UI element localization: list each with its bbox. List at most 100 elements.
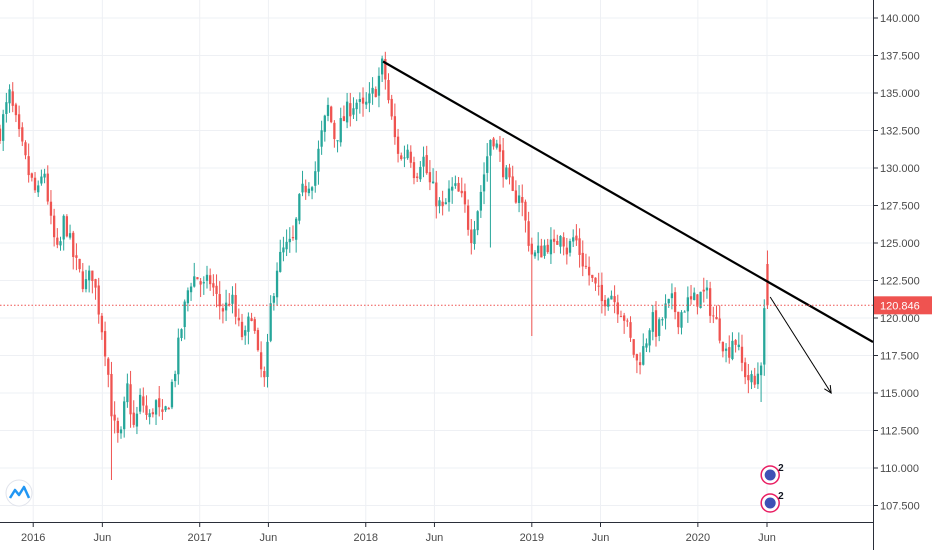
- candle: [486, 143, 489, 182]
- x-tick-label: 2020: [686, 532, 710, 544]
- candle-body: [11, 91, 14, 106]
- candle-body: [138, 394, 142, 412]
- candle-body: [282, 247, 285, 253]
- candle-body: [365, 101, 368, 105]
- candle: [0, 124, 2, 144]
- candle: [81, 263, 84, 293]
- candle: [380, 55, 384, 83]
- candle: [374, 86, 377, 98]
- candle: [623, 312, 626, 334]
- candle-body: [514, 190, 518, 203]
- candle: [384, 51, 387, 90]
- dividend-event-icon[interactable]: 2: [760, 463, 784, 485]
- candle: [705, 280, 709, 299]
- candle-body: [406, 149, 409, 159]
- candle: [202, 276, 205, 295]
- candle-body: [123, 401, 126, 430]
- candle-body: [253, 319, 256, 331]
- candle-body: [460, 190, 463, 194]
- candle-body: [275, 270, 279, 298]
- candle: [221, 303, 225, 324]
- candle-body: [724, 348, 728, 351]
- event-markers[interactable]: 22: [760, 463, 784, 513]
- candle: [310, 185, 314, 200]
- candle-body: [498, 144, 502, 152]
- candle: [521, 184, 524, 217]
- candle-body: [349, 103, 352, 117]
- candle-body: [384, 59, 387, 80]
- candle: [756, 362, 760, 389]
- candle-body: [635, 354, 639, 361]
- candle: [189, 282, 193, 301]
- candle: [288, 227, 291, 253]
- candle: [482, 162, 486, 205]
- candle-body: [68, 233, 72, 238]
- candle: [696, 293, 699, 315]
- candle-body: [304, 185, 307, 193]
- candle-body: [677, 311, 680, 328]
- candle-body: [368, 93, 371, 104]
- candle: [247, 312, 250, 345]
- candle: [113, 401, 116, 434]
- candle-body: [667, 298, 670, 304]
- candle-body: [2, 114, 5, 141]
- candle-body: [244, 330, 247, 336]
- candle: [470, 218, 473, 255]
- candle: [753, 367, 756, 388]
- candle: [546, 238, 549, 254]
- candle: [734, 339, 737, 353]
- candle: [40, 169, 43, 186]
- candle-body: [259, 352, 263, 370]
- candle: [75, 243, 78, 271]
- candle-body: [648, 330, 651, 346]
- y-tick-label: 115.000: [880, 388, 919, 400]
- candle: [514, 180, 518, 204]
- candle-body: [623, 315, 626, 321]
- candle-body: [489, 140, 492, 156]
- y-tick-label: 132.500: [880, 126, 920, 138]
- candle: [581, 240, 584, 277]
- candle: [167, 406, 170, 410]
- candle-body: [705, 287, 709, 291]
- candle-body: [40, 176, 43, 184]
- candle-body: [683, 311, 686, 313]
- candle-body: [610, 295, 613, 300]
- candle: [505, 165, 508, 180]
- y-tick-label: 125.000: [880, 238, 920, 250]
- candle-body: [221, 308, 225, 312]
- candle-body: [161, 409, 164, 412]
- candle-body: [189, 286, 193, 293]
- candle: [218, 281, 221, 320]
- y-tick-label: 122.500: [880, 276, 920, 288]
- candle-body: [323, 115, 326, 132]
- candle-body: [708, 288, 712, 316]
- drawings: [382, 60, 874, 394]
- candle-body: [27, 156, 30, 176]
- candle: [747, 363, 750, 394]
- candle: [731, 332, 734, 361]
- candle: [689, 284, 693, 305]
- candle: [326, 97, 330, 122]
- candle-body: [231, 294, 234, 304]
- candle-body: [291, 237, 295, 239]
- candle: [307, 182, 311, 197]
- candle: [11, 82, 14, 113]
- candle: [142, 387, 145, 413]
- candle-body: [263, 371, 266, 378]
- candle-body: [463, 191, 467, 205]
- candle-body: [543, 245, 546, 256]
- candle: [750, 370, 753, 390]
- trendline: [382, 60, 874, 343]
- candle-body: [422, 156, 425, 167]
- tradingview-logo-icon[interactable]: [5, 479, 33, 507]
- candle-body: [387, 79, 390, 101]
- candle: [654, 301, 658, 347]
- candle: [269, 295, 272, 343]
- candle-body: [170, 381, 174, 408]
- dividend-event-icon[interactable]: 2: [760, 491, 784, 513]
- candle: [597, 272, 600, 296]
- candle: [457, 177, 460, 192]
- candle-body: [285, 241, 288, 250]
- candle: [24, 140, 27, 160]
